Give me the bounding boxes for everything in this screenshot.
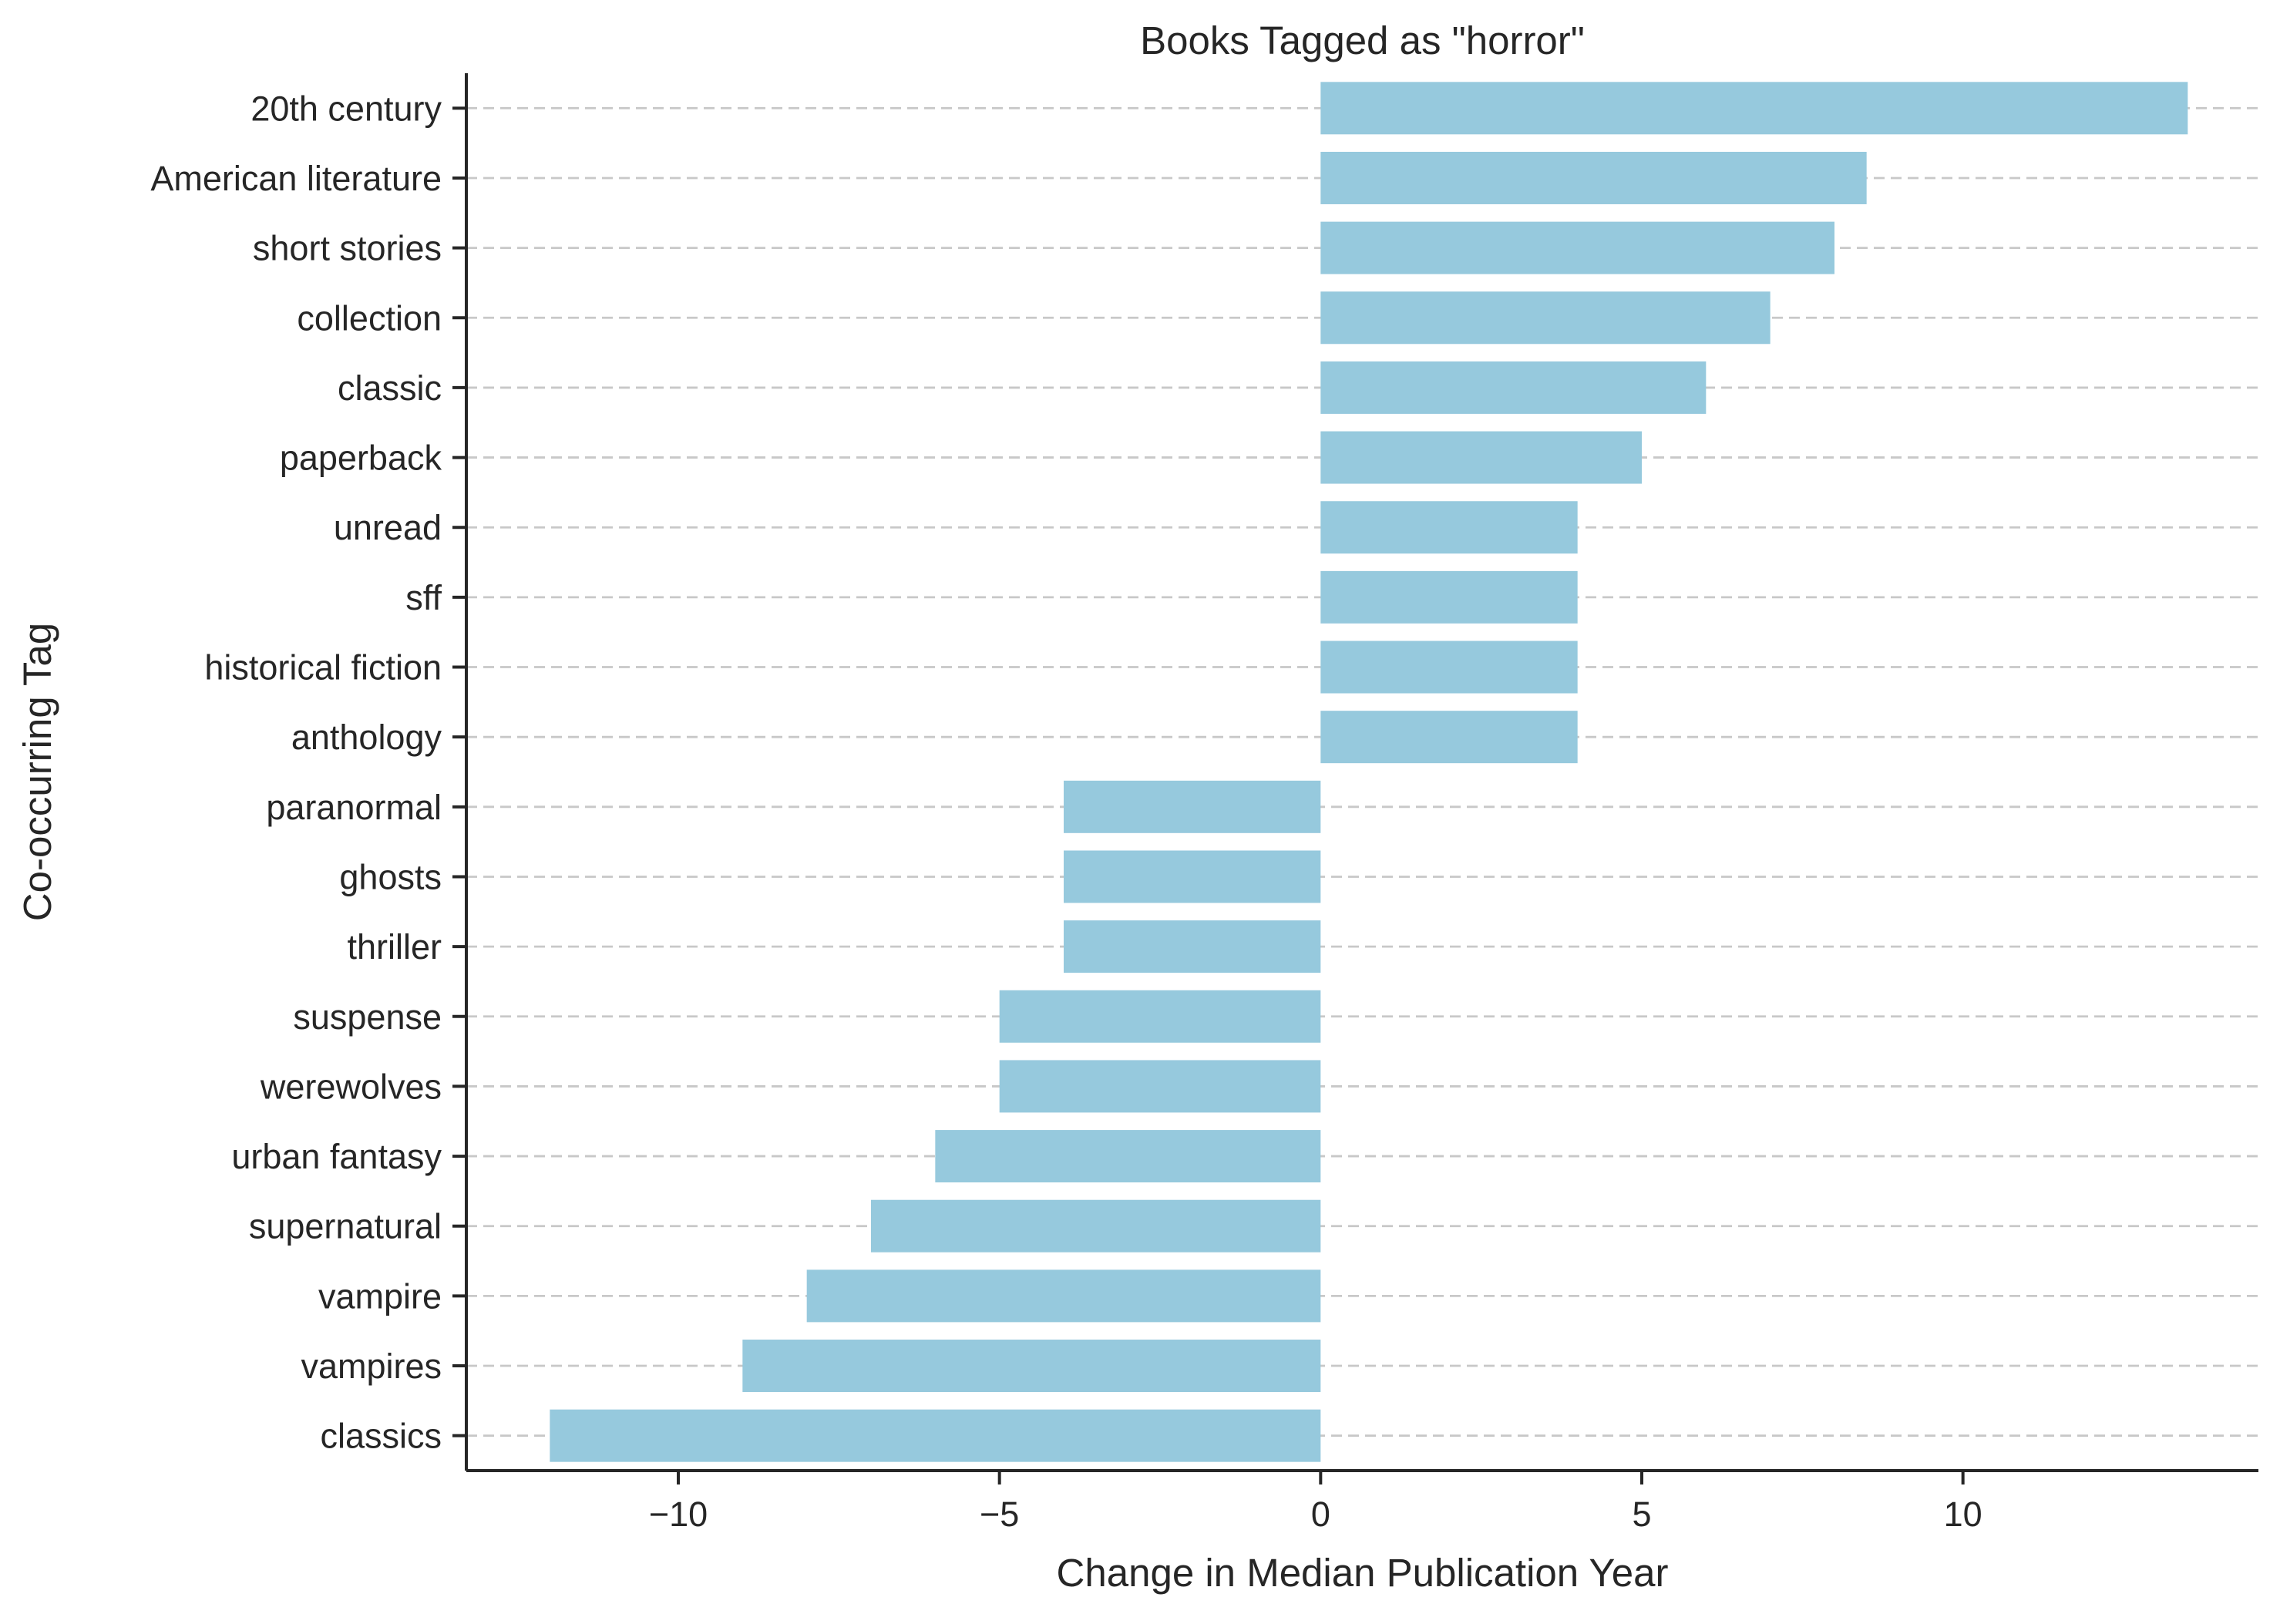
bar-layer xyxy=(550,82,2188,1461)
y-axis-label: Co-occurring Tag xyxy=(15,623,59,921)
y-tick-label: suspense xyxy=(293,997,442,1037)
bar xyxy=(1320,82,2188,134)
bar xyxy=(1320,361,1706,414)
y-tick-label: ghosts xyxy=(339,857,442,896)
bar xyxy=(1320,711,1577,763)
y-tick-label: vampire xyxy=(318,1276,442,1316)
y-tick-label: anthology xyxy=(291,718,442,757)
bar xyxy=(1064,920,1320,973)
y-tick-label: vampires xyxy=(301,1347,442,1386)
y-tick-label: unread xyxy=(334,508,442,547)
y-tick-label: 20th century xyxy=(251,89,442,128)
bar xyxy=(807,1269,1321,1322)
bar xyxy=(1000,1060,1321,1112)
x-tick-label: −5 xyxy=(980,1495,1019,1534)
y-tick-label: classic xyxy=(338,368,442,408)
y-tick-label: historical fiction xyxy=(204,648,442,688)
axis-layer xyxy=(466,73,2258,1471)
x-tick-label: −10 xyxy=(649,1495,708,1534)
x-tick-label: 0 xyxy=(1311,1495,1330,1534)
y-tick-label: werewolves xyxy=(260,1067,442,1106)
y-tick-label: American literature xyxy=(150,159,442,198)
chart-title: Books Tagged as "horror" xyxy=(1140,18,1585,62)
y-tick-label: paperback xyxy=(280,439,442,478)
x-tick-label: 10 xyxy=(1944,1495,1982,1534)
x-tick-label: 5 xyxy=(1632,1495,1651,1534)
x-axis-label: Change in Median Publication Year xyxy=(1057,1551,1669,1595)
y-tick-label: urban fantasy xyxy=(231,1137,442,1176)
y-tick-label: classics xyxy=(320,1417,442,1456)
y-tick-label: sff xyxy=(405,578,442,617)
bar xyxy=(1320,501,1577,553)
y-tick-layer: 20th century American literature short sto… xyxy=(150,89,466,1455)
y-tick-label: paranormal xyxy=(266,788,442,827)
bar xyxy=(742,1340,1320,1392)
bar xyxy=(1320,222,1834,274)
bar xyxy=(1320,641,1577,694)
bar xyxy=(550,1410,1320,1462)
x-tick-layer: −10 −5 0 5 10 xyxy=(649,1471,1982,1534)
y-tick-label: short stories xyxy=(253,229,442,268)
bar xyxy=(1000,990,1321,1043)
bar xyxy=(871,1200,1320,1252)
bar xyxy=(1320,291,1770,344)
y-tick-label: supernatural xyxy=(249,1207,442,1246)
bar xyxy=(935,1130,1320,1182)
y-tick-label: collection xyxy=(297,298,442,338)
bar xyxy=(1064,781,1320,833)
y-tick-label: thriller xyxy=(347,927,442,967)
bar xyxy=(1320,152,1866,204)
bar xyxy=(1320,432,1642,484)
bar xyxy=(1064,850,1320,903)
bar xyxy=(1320,571,1577,624)
